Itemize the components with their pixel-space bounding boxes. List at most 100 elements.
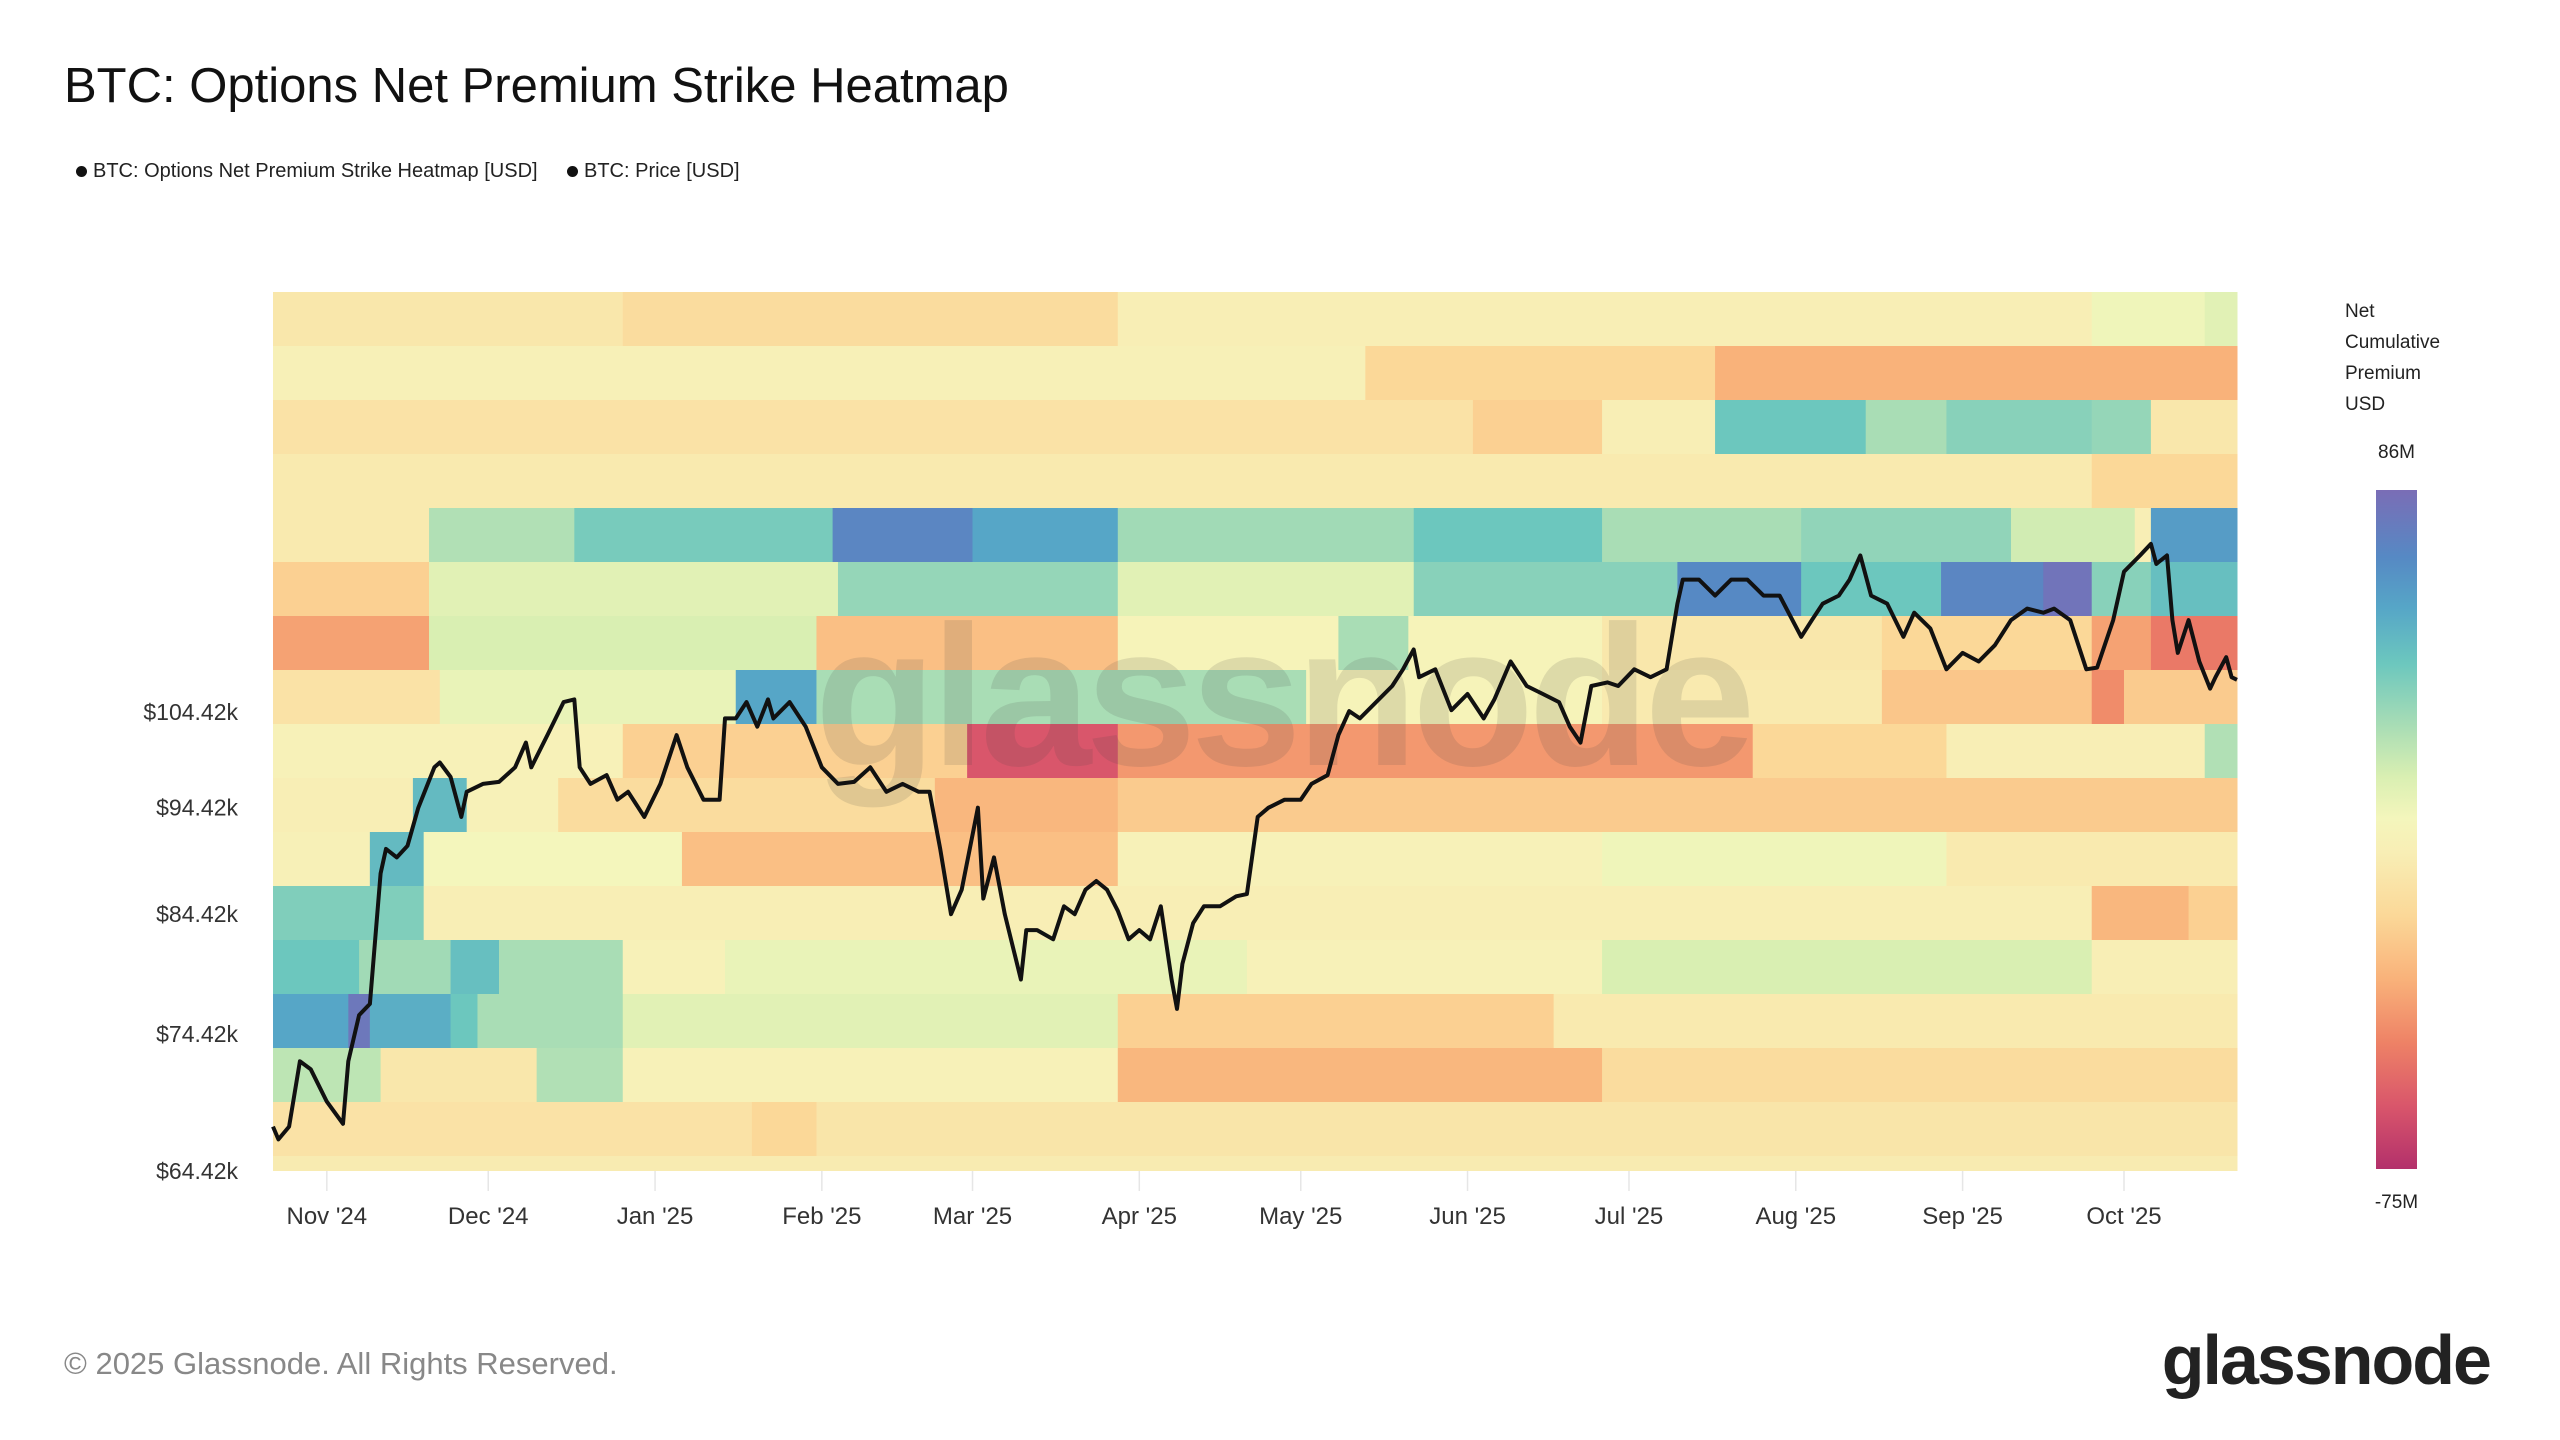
- legend-item-heatmap[interactable]: BTC: Options Net Premium Strike Heatmap …: [76, 160, 538, 183]
- heatmap-cell: [1408, 616, 1603, 670]
- x-tick-label: Oct '25: [2086, 1203, 2161, 1230]
- heatmap-cell: [2188, 886, 2238, 940]
- heatmap-cell: [1715, 400, 1867, 454]
- x-tick-label: May '25: [1259, 1203, 1342, 1230]
- x-tick-label: Dec '24: [448, 1203, 529, 1230]
- heatmap-cell: [439, 670, 737, 724]
- heatmap-cell: [273, 1156, 2238, 1171]
- heatmap-cell: [1117, 508, 1415, 562]
- heatmap-cell: [1117, 994, 1555, 1048]
- heatmap-cell: [273, 1048, 382, 1102]
- legend-item-price[interactable]: BTC: Price [USD]: [567, 160, 740, 183]
- heatmap-cell: [816, 1102, 2238, 1156]
- heatmap-cell: [273, 616, 430, 670]
- heatmap-cell: [273, 400, 1474, 454]
- x-axis: Nov '24 Dec '24 Jan '25 Feb '25 Mar '25 Apr '…: [286, 1171, 2162, 1230]
- chart-title: BTC: Options Net Premium Strike Heatmap: [64, 59, 1009, 113]
- heatmap-cell: [934, 778, 1119, 832]
- x-tick-label: Sep '25: [1922, 1203, 2003, 1230]
- colorbar-title-line: Cumulative: [2345, 332, 2441, 353]
- heatmap-cell: [1677, 562, 1802, 616]
- x-tick-label: Apr '25: [1102, 1203, 1177, 1230]
- legend-label: BTC: Options Net Premium Strike Heatmap …: [93, 160, 538, 182]
- heatmap-cell: [273, 292, 624, 346]
- heatmap-cell: [273, 994, 349, 1048]
- copyright-footer: © 2025 Glassnode. All Rights Reserved.: [64, 1346, 618, 1381]
- heatmap-cell: [2150, 400, 2238, 454]
- y-axis: $64.42k $74.42k $84.42k $94.42k $104.42k: [143, 699, 238, 1184]
- heatmap-cell: [273, 724, 624, 778]
- heatmap-cell: [1117, 292, 2093, 346]
- heatmap-cell: [622, 940, 726, 994]
- heatmap-cell: [369, 994, 452, 1048]
- watermark: glassnode: [814, 585, 1749, 808]
- heatmap-cell: [1881, 670, 2093, 724]
- price-line: [271, 541, 2238, 1142]
- x-tick-label: Jun '25: [1429, 1203, 1506, 1230]
- heatmap-cell: [1602, 940, 2093, 994]
- colorbar-title-line: USD: [2345, 394, 2386, 415]
- x-tick-label: Mar '25: [933, 1203, 1012, 1230]
- heatmap-cell: [466, 778, 559, 832]
- heatmap-cell: [477, 994, 624, 1048]
- heatmap-cell: [1602, 1048, 2238, 1102]
- heatmap-cell: [1117, 616, 1339, 670]
- heatmap-cell: [1117, 562, 1415, 616]
- heatmap-cell: [273, 1102, 753, 1156]
- colorbar-title: Net Cumulative Premium USD: [2345, 296, 2440, 420]
- heatmap-cell: [1881, 616, 2093, 670]
- heatmap-cell: [2091, 670, 2125, 724]
- heatmap-cells: [273, 292, 2238, 1171]
- y-tick-label: $84.42k: [156, 901, 238, 927]
- heatmap-cell: [1117, 832, 1603, 886]
- heatmap-cell: [1413, 508, 1603, 562]
- heatmap-cell: [498, 940, 624, 994]
- heatmap-cell: [2150, 562, 2238, 616]
- heatmap-cell: [429, 562, 839, 616]
- heatmap-cell: [2150, 508, 2238, 562]
- glassnode-logo: glassnode: [2161, 1321, 2492, 1399]
- x-tick-label: Feb '25: [782, 1203, 861, 1230]
- heatmap-cell: [1801, 508, 2012, 562]
- heatmap-cell: [837, 562, 1119, 616]
- colorbar-max-label: 86M: [2378, 442, 2415, 463]
- heatmap-cell: [2091, 292, 2206, 346]
- colorbar-title-line: Premium: [2345, 363, 2422, 384]
- heatmap-cell: [1602, 400, 1716, 454]
- legend-label: BTC: Price [USD]: [584, 160, 740, 182]
- heatmap-cell: [2011, 508, 2136, 562]
- heatmap-cell: [1117, 778, 2238, 832]
- heatmap-cell: [380, 1048, 538, 1102]
- heatmap-cell: [2091, 454, 2238, 508]
- x-tick-label: Jan '25: [617, 1203, 694, 1230]
- heatmap-cell: [1946, 832, 2238, 886]
- heatmap-cell: [967, 724, 1119, 778]
- heatmap-cell: [832, 508, 974, 562]
- heatmap-cell: [1472, 400, 1603, 454]
- heatmap-cell: [1602, 670, 1883, 724]
- heatmap-cell: [536, 1048, 624, 1102]
- heatmap-cell: [1946, 724, 2206, 778]
- heatmap-cell: [273, 778, 414, 832]
- heatmap-cell: [622, 292, 1119, 346]
- heatmap-cell: [1865, 400, 1947, 454]
- heatmap-cell: [2091, 940, 2238, 994]
- heatmap-cell: [423, 886, 2093, 940]
- colorbar-min-label: -75M: [2374, 1192, 2419, 1213]
- heatmap-cell: [1946, 400, 2093, 454]
- y-tick-label: $64.42k: [156, 1158, 238, 1184]
- y-tick-label: $74.42k: [156, 1021, 238, 1047]
- heatmap-cell: [2091, 616, 2152, 670]
- heatmap-cell: [273, 886, 425, 940]
- heatmap-cell: [1602, 508, 1802, 562]
- heatmap-cell: [1752, 724, 1947, 778]
- legend-dot-icon: [76, 166, 87, 177]
- heatmap-cell: [273, 454, 2093, 508]
- legend-dot-icon: [567, 166, 578, 177]
- x-tick-label: Jul '25: [1595, 1203, 1664, 1230]
- heatmap-cell: [450, 940, 500, 994]
- y-tick-label: $94.42k: [156, 795, 238, 821]
- heatmap-cell: [816, 670, 1307, 724]
- heatmap-cell: [724, 940, 1248, 994]
